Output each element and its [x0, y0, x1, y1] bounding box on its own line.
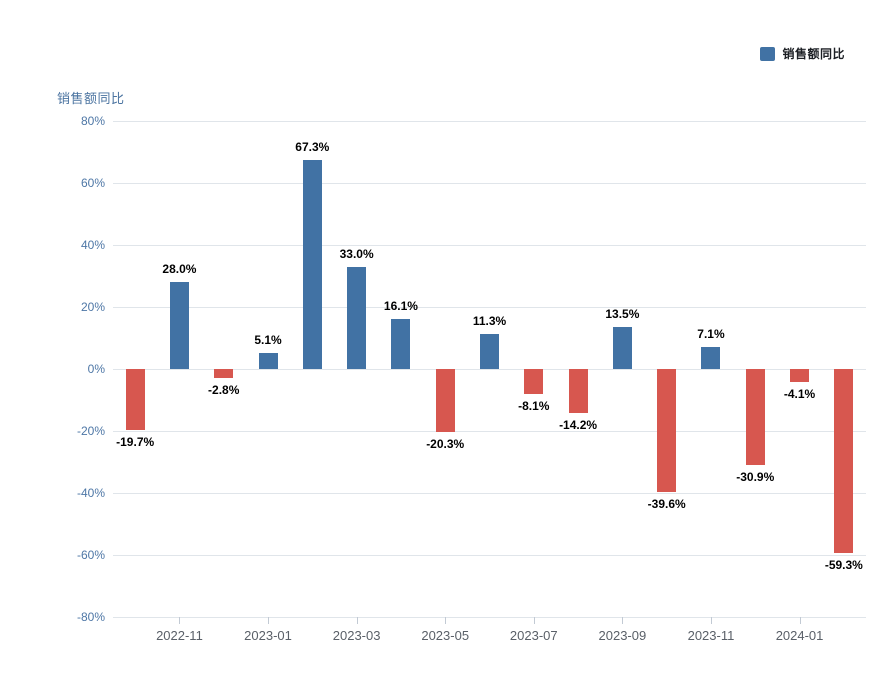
bar-2023-03[interactable] [347, 266, 367, 369]
bar-value-label: -39.6% [647, 496, 686, 511]
gridline [113, 431, 866, 432]
bar-value-label: 16.1% [383, 299, 418, 314]
bar-2023-09[interactable] [612, 327, 632, 369]
bar-2022-10[interactable] [125, 369, 145, 431]
gridline [113, 183, 866, 184]
x-axis-tick [268, 617, 270, 624]
x-axis-tick-label: 2023-05 [421, 628, 470, 643]
gridline [113, 121, 866, 122]
bar-value-label: 67.3% [295, 140, 330, 155]
x-axis-tick-label: 2023-09 [598, 628, 647, 643]
bar-value-label: 28.0% [162, 262, 197, 277]
bar-value-label: 5.1% [254, 333, 282, 348]
x-axis-tick [799, 617, 801, 624]
bar-value-label: 33.0% [339, 246, 374, 261]
bar-2023-04[interactable] [391, 319, 411, 369]
bar-value-label: -14.2% [559, 418, 598, 433]
bar-value-label: -8.1% [518, 399, 550, 414]
y-axis-title: 销售额同比 [57, 91, 125, 106]
x-axis-tick [622, 617, 624, 624]
bar-2023-02[interactable] [302, 160, 322, 369]
x-axis-tick [710, 617, 712, 624]
gridline [113, 245, 866, 246]
bar-value-label: -20.3% [426, 436, 465, 451]
x-axis-tick-label: 2023-03 [332, 628, 381, 643]
x-axis-tick-label: 2023-01 [244, 628, 292, 643]
x-axis-tick-label: 2024-01 [775, 628, 824, 643]
bar-value-label: -30.9% [736, 469, 775, 484]
bar-value-label: -2.8% [208, 382, 240, 397]
x-axis-tick-label: 2023-11 [687, 628, 735, 643]
bar-2022-12[interactable] [214, 369, 234, 378]
gridline [113, 555, 866, 556]
bar-value-label: -4.1% [783, 386, 816, 401]
x-axis-tick [179, 617, 181, 624]
x-axis-tick-label: 2022-11 [156, 628, 203, 643]
bar-2024-02[interactable] [834, 369, 854, 553]
bar-value-label: 13.5% [605, 307, 640, 322]
gridline [113, 369, 866, 370]
bar-value-label: 7.1% [697, 326, 725, 341]
bar-value-label: -19.7% [116, 435, 155, 450]
bar-2023-06[interactable] [480, 333, 499, 369]
bar-value-label: 11.3% [472, 313, 507, 328]
bar-2023-12[interactable] [745, 369, 765, 465]
bar-2023-07[interactable] [524, 369, 544, 395]
y-axis-tick-label: -40% [76, 486, 105, 500]
plot-area: 80% 60% 40% 20% 0% -20% -40% -60% -80% -19.7% 28.0… [77, 114, 866, 643]
legend-item-sales-yoy[interactable]: 销售额同比 [760, 45, 845, 62]
bar-value-label: -59.3% [824, 557, 863, 572]
y-axis-tick-label: 20% [80, 300, 105, 314]
bar-2022-11[interactable] [169, 282, 189, 369]
bar-2023-05[interactable] [435, 369, 455, 432]
y-axis-tick-label: 0% [87, 362, 105, 376]
x-axis-tick-label: 2023-07 [509, 628, 558, 643]
bar-2024-01[interactable] [790, 369, 810, 382]
y-axis-tick-label: -20% [76, 424, 105, 438]
bar-2023-11[interactable] [701, 346, 721, 369]
y-axis-tick-label: 40% [80, 238, 105, 252]
gridline [113, 617, 866, 618]
bar-2023-08[interactable] [568, 369, 588, 414]
y-axis-tick-label: 60% [80, 176, 105, 190]
legend-label: 销售额同比 [782, 47, 845, 61]
x-axis-tick [533, 617, 535, 624]
x-axis-tick [445, 617, 447, 624]
bar-2023-10[interactable] [657, 369, 677, 492]
x-axis-tick [356, 617, 358, 624]
y-axis-tick-label: 80% [80, 114, 105, 128]
y-axis-tick-label: -60% [76, 548, 105, 562]
gridline [113, 493, 866, 494]
gridline [113, 307, 866, 308]
y-axis-tick-label: -80% [76, 610, 105, 624]
legend-swatch [760, 46, 776, 61]
bar-2023-01[interactable] [258, 353, 278, 369]
